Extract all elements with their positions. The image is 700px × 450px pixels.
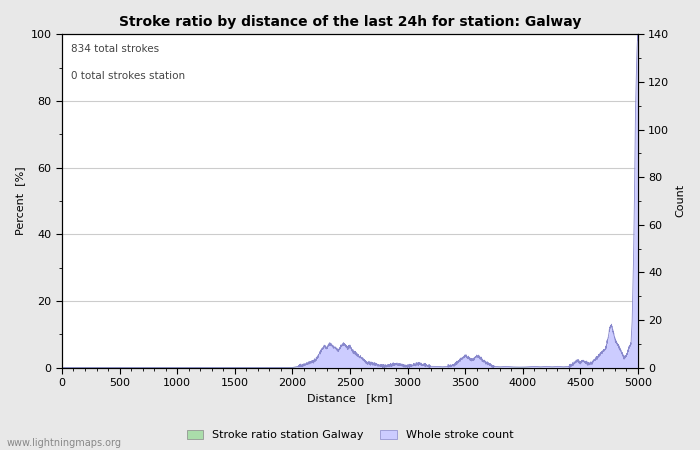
Text: www.lightningmaps.org: www.lightningmaps.org: [7, 438, 122, 448]
Y-axis label: Percent  [%]: Percent [%]: [15, 166, 25, 235]
Text: 0 total strokes station: 0 total strokes station: [71, 71, 185, 81]
Y-axis label: Count: Count: [675, 184, 685, 217]
Legend: Stroke ratio station Galway, Whole stroke count: Stroke ratio station Galway, Whole strok…: [182, 425, 518, 445]
X-axis label: Distance   [km]: Distance [km]: [307, 393, 393, 404]
Title: Stroke ratio by distance of the last 24h for station: Galway: Stroke ratio by distance of the last 24h…: [119, 15, 581, 29]
Text: 834 total strokes: 834 total strokes: [71, 45, 159, 54]
